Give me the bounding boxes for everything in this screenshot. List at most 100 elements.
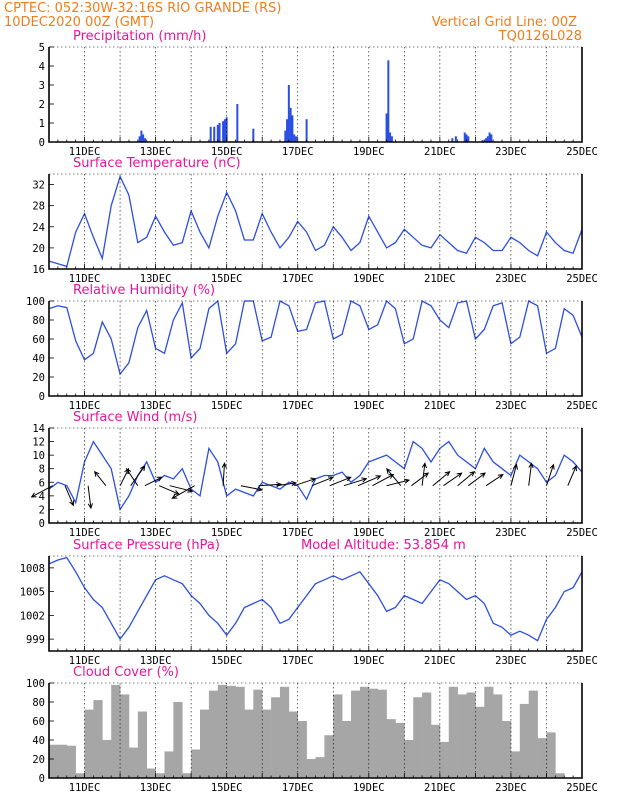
panel-frame	[48, 47, 583, 143]
cloud-bar	[66, 745, 76, 778]
cloud-bar	[111, 684, 121, 778]
precip-bar	[225, 117, 228, 142]
cloud-bar	[128, 747, 139, 778]
x-tick-label: 21DEC	[424, 273, 456, 285]
cloud-bar	[235, 686, 245, 778]
cloud-bar	[351, 690, 361, 778]
y-tick-label: 28	[32, 201, 45, 213]
y-tick-label: 2	[39, 99, 45, 111]
y-tick-label: 20	[32, 372, 45, 384]
y-tick-label: 3	[39, 80, 45, 92]
wind-arrow	[276, 480, 298, 487]
cloud-bar	[155, 773, 165, 778]
pressure-panel: 999 1002 1005 1008 11DEC 13DEC 15DEC 17DEC 19DEC…	[20, 538, 598, 667]
precip-bar	[236, 104, 239, 142]
cloud-bar	[253, 689, 263, 778]
y-tick-label: 24	[32, 222, 45, 234]
y-tick-label: 80	[32, 315, 45, 327]
x-tick-label: 19DEC	[353, 527, 385, 539]
y-tick-label: 12	[32, 437, 45, 449]
cloud-bar	[457, 694, 467, 778]
x-tick-label: 15DEC	[211, 782, 243, 794]
wind-arrow	[386, 468, 402, 487]
y-tick-label: 80	[32, 697, 45, 709]
wind-arrow	[240, 485, 264, 492]
x-tick-label: 21DEC	[424, 782, 456, 794]
wind-arrow	[87, 485, 93, 510]
precip-bar	[213, 126, 216, 142]
x-tick-label: 11DEC	[69, 146, 101, 158]
precip-bar	[490, 134, 493, 142]
precip-bar	[289, 107, 292, 142]
y-tick-label: 0	[39, 391, 45, 403]
y-tick-label: 60	[32, 716, 45, 728]
x-tick-label: 19DEC	[353, 400, 385, 412]
y-tick-label: 1002	[20, 610, 45, 622]
precip-bar	[218, 123, 221, 142]
temperature-title: Surface Temperature (nC)	[73, 156, 241, 171]
x-tick-label: 21DEC	[424, 527, 456, 539]
wind-arrow	[169, 485, 194, 493]
x-tick-label: 25DEC	[566, 400, 598, 412]
precip-bar	[138, 136, 141, 142]
x-tick-label: 15DEC	[211, 273, 243, 285]
y-tick-label: 40	[32, 353, 45, 365]
precip-bar	[488, 132, 491, 142]
temperature-panel: 16 20 24 28 32 11DEC 13DEC 15DEC 17DEC 19DEC 21DEC…	[32, 156, 597, 285]
x-tick-label: 17DEC	[282, 273, 314, 285]
x-tick-label: 17DEC	[282, 655, 314, 667]
y-tick-label: 0	[39, 137, 45, 149]
cloud-bar	[226, 685, 236, 778]
x-tick-label: 25DEC	[566, 146, 598, 158]
cloud-bar	[315, 757, 325, 778]
x-tick-label: 23DEC	[495, 146, 527, 158]
cloud-bar	[395, 722, 405, 778]
cloud-bar	[377, 689, 387, 778]
panel-frame	[48, 174, 583, 270]
x-tick-label: 23DEC	[495, 527, 527, 539]
cloud-bar	[519, 703, 529, 778]
cloud-bar	[484, 686, 494, 778]
cloud-bar	[342, 721, 352, 778]
x-tick-label: 11DEC	[69, 782, 101, 794]
cloud-bar	[448, 686, 458, 778]
cloud-bar	[359, 686, 370, 778]
cloud-bar	[386, 719, 396, 778]
y-tick-label: 100	[26, 678, 45, 690]
cloud-bar	[191, 749, 201, 778]
x-tick-label: 17DEC	[282, 400, 314, 412]
precip-bar	[216, 124, 219, 142]
temperature-line	[48, 174, 583, 268]
y-tick-label: 8	[39, 464, 45, 476]
cloud-bar	[528, 690, 538, 778]
cloud-bar	[271, 697, 281, 778]
wind-arrow	[311, 476, 334, 487]
x-tick-label: 19DEC	[353, 273, 385, 285]
y-tick-label: 6	[39, 477, 45, 489]
cloud-bar	[439, 741, 450, 778]
precip-bar	[142, 134, 145, 142]
cloud-bar	[57, 744, 68, 778]
y-tick-label: 0	[39, 773, 45, 785]
x-tick-label: 25DEC	[566, 273, 598, 285]
wind-arrow	[171, 485, 195, 499]
wind-arrow	[432, 470, 451, 487]
x-tick-label: 11DEC	[69, 400, 101, 412]
precip-bar	[385, 113, 388, 142]
cloud-bar	[493, 694, 503, 778]
x-tick-label: 13DEC	[140, 146, 172, 158]
precip-bar	[305, 119, 308, 142]
run-datetime: 10DEC2020 00Z (GMT)	[4, 15, 154, 30]
cloud-bar	[137, 711, 148, 778]
x-tick-label: 25DEC	[566, 782, 598, 794]
wind-arrow	[546, 463, 555, 486]
cloud-bar	[182, 773, 192, 778]
panel-frame	[48, 556, 583, 652]
x-tick-label: 19DEC	[353, 146, 385, 158]
y-tick-label: 40	[32, 735, 45, 747]
x-tick-label: 13DEC	[140, 527, 172, 539]
cloud-cover-panel: 0 20 40 60 80 100 11DEC 13DEC 15DEC 17DEC 19DEC 21D…	[26, 665, 598, 794]
y-tick-label: 20	[32, 243, 45, 255]
